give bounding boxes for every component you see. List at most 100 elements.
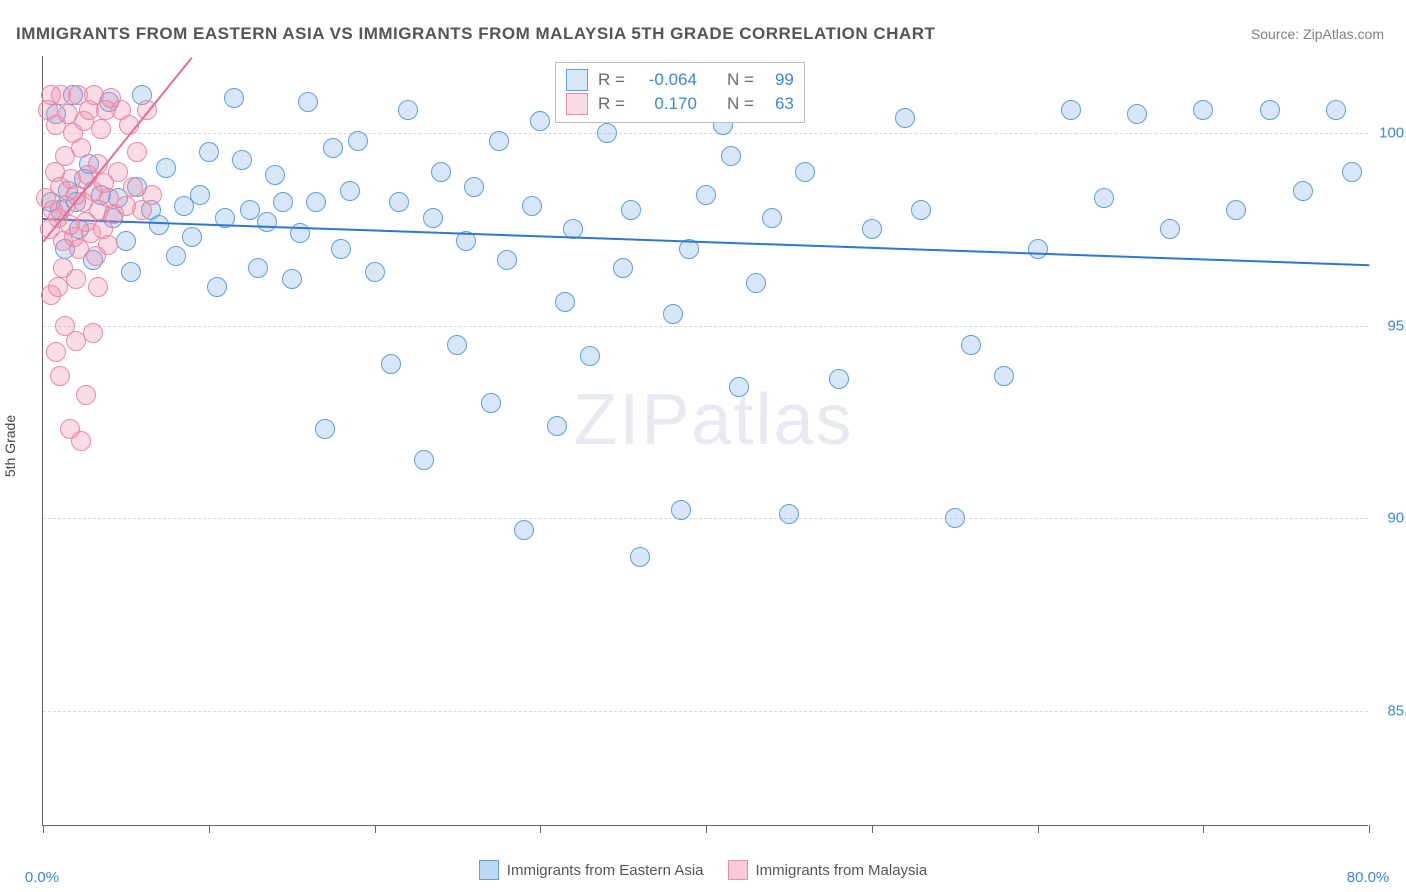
x-tick-label: 0.0%: [25, 869, 59, 886]
x-tick: [209, 825, 210, 833]
data-point: [1226, 200, 1246, 220]
data-point: [273, 192, 293, 212]
x-tick: [1203, 825, 1204, 833]
data-point: [389, 192, 409, 212]
data-point: [795, 162, 815, 182]
data-point: [91, 119, 111, 139]
data-point: [945, 508, 965, 528]
data-point: [414, 450, 434, 470]
data-point: [257, 212, 277, 232]
data-point: [121, 262, 141, 282]
legend-swatch: [728, 860, 748, 880]
y-axis-label: 5th Grade: [2, 415, 18, 477]
data-point: [630, 547, 650, 567]
x-tick: [540, 825, 541, 833]
y-tick-label: 100.0%: [1374, 125, 1406, 142]
data-point: [88, 277, 108, 297]
data-point: [365, 262, 385, 282]
data-point: [398, 100, 418, 120]
data-point: [779, 504, 799, 524]
data-point: [340, 181, 360, 201]
data-point: [547, 416, 567, 436]
data-point: [348, 131, 368, 151]
data-point: [190, 185, 210, 205]
data-point: [829, 369, 849, 389]
gridline: [43, 711, 1368, 712]
data-point: [447, 335, 467, 355]
chart-title: IMMIGRANTS FROM EASTERN ASIA VS IMMIGRAN…: [16, 24, 935, 44]
watermark: ZIPatlas: [573, 379, 853, 461]
data-point: [46, 342, 66, 362]
gridline: [43, 326, 1368, 327]
data-point: [381, 354, 401, 374]
n-label: N =: [727, 94, 754, 114]
data-point: [182, 227, 202, 247]
data-point: [1293, 181, 1313, 201]
data-point: [48, 277, 68, 297]
source-credit: Source: ZipAtlas.com: [1251, 26, 1384, 42]
data-point: [481, 393, 501, 413]
data-point: [423, 208, 443, 228]
data-point: [597, 123, 617, 143]
correlation-legend: R =-0.064N =99R =0.170N =63: [555, 62, 805, 123]
data-point: [1160, 219, 1180, 239]
n-label: N =: [727, 70, 754, 90]
data-point: [862, 219, 882, 239]
legend-item: Immigrants from Eastern Asia: [479, 860, 704, 880]
data-point: [1061, 100, 1081, 120]
legend-item: Immigrants from Malaysia: [728, 860, 928, 880]
data-point: [994, 366, 1014, 386]
y-tick-label: 90.0%: [1374, 510, 1406, 527]
r-value: -0.064: [635, 70, 697, 90]
legend-swatch: [479, 860, 499, 880]
data-point: [497, 250, 517, 270]
data-point: [331, 239, 351, 259]
data-point: [98, 235, 118, 255]
data-point: [464, 177, 484, 197]
data-point: [265, 165, 285, 185]
legend-row: R = -0.064 N = 99: [566, 68, 794, 92]
gridline: [43, 133, 1368, 134]
legend-swatch: [566, 69, 588, 91]
r-label: R =: [598, 94, 625, 114]
data-point: [431, 162, 451, 182]
data-point: [315, 419, 335, 439]
data-point: [116, 231, 136, 251]
data-point: [613, 258, 633, 278]
data-point: [71, 431, 91, 451]
data-point: [961, 335, 981, 355]
data-point: [199, 142, 219, 162]
source-value: ZipAtlas.com: [1303, 26, 1384, 42]
data-point: [762, 208, 782, 228]
data-point: [306, 192, 326, 212]
data-point: [127, 142, 147, 162]
data-point: [911, 200, 931, 220]
data-point: [282, 269, 302, 289]
data-point: [696, 185, 716, 205]
data-point: [66, 269, 86, 289]
data-point: [580, 346, 600, 366]
data-point: [621, 200, 641, 220]
data-point: [729, 377, 749, 397]
data-point: [166, 246, 186, 266]
r-label: R =: [598, 70, 625, 90]
data-point: [298, 92, 318, 112]
data-point: [522, 196, 542, 216]
legend-label: Immigrants from Eastern Asia: [507, 862, 704, 879]
y-tick-label: 95.0%: [1374, 317, 1406, 334]
data-point: [555, 292, 575, 312]
data-point: [663, 304, 683, 324]
n-value: 99: [764, 70, 794, 90]
data-point: [1094, 188, 1114, 208]
series-legend: Immigrants from Eastern Asia Immigrants f…: [0, 860, 1406, 884]
data-point: [895, 108, 915, 128]
data-point: [149, 215, 169, 235]
data-point: [1028, 239, 1048, 259]
data-point: [721, 146, 741, 166]
data-point: [142, 185, 162, 205]
x-tick: [43, 825, 44, 833]
x-tick: [872, 825, 873, 833]
n-value: 63: [764, 94, 794, 114]
data-point: [530, 111, 550, 131]
data-point: [83, 323, 103, 343]
